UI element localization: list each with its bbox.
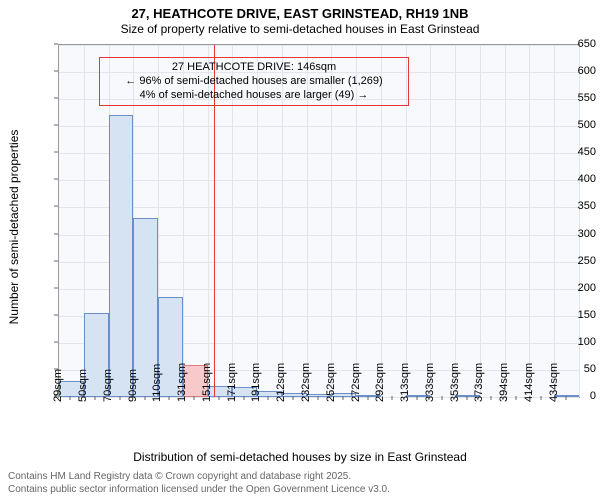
x-axis-label: Distribution of semi-detached houses by … <box>0 450 600 464</box>
footer-line1: Contains HM Land Registry data © Crown c… <box>8 471 390 484</box>
x-tick-mark <box>441 396 442 400</box>
grid-line <box>59 207 579 208</box>
x-tick-label: 90sqm <box>127 369 139 402</box>
x-tick-mark <box>293 396 294 400</box>
y-tick-mark <box>54 98 58 99</box>
x-tick-label: 434sqm <box>548 363 560 402</box>
chart-title-block: 27, HEATHCOTE DRIVE, EAST GRINSTEAD, RH1… <box>0 0 600 36</box>
y-tick-label: 250 <box>540 255 600 267</box>
footer-line2: Contains public sector information licen… <box>8 484 390 497</box>
marker-callout: 27 HEATHCOTE DRIVE: 146sqm← 96% of semi-… <box>99 57 409 106</box>
x-tick-label: 272sqm <box>350 363 362 402</box>
y-tick-mark <box>54 179 58 180</box>
chart-subtitle: Size of property relative to semi-detach… <box>0 22 600 36</box>
callout-line: 4% of semi-detached houses are larger (4… <box>106 89 402 103</box>
x-tick-mark <box>144 396 145 400</box>
grid-line <box>59 153 579 154</box>
y-tick-label: 650 <box>540 38 600 50</box>
x-tick-mark <box>491 396 492 400</box>
y-tick-mark <box>54 152 58 153</box>
x-tick-label: 353sqm <box>449 363 461 402</box>
x-tick-mark <box>417 396 418 400</box>
y-tick-mark <box>54 206 58 207</box>
y-tick-mark <box>54 233 58 234</box>
x-tick-mark <box>119 396 120 400</box>
y-tick-label: 200 <box>540 282 600 294</box>
x-tick-label: 191sqm <box>250 363 262 402</box>
x-tick-label: 70sqm <box>102 369 114 402</box>
y-tick-label: 150 <box>540 309 600 321</box>
y-tick-label: 550 <box>540 92 600 104</box>
footer-licence: Contains HM Land Registry data © Crown c… <box>8 471 390 496</box>
y-axis-label: Number of semi-detached properties <box>7 107 21 347</box>
callout-line: ← 96% of semi-detached houses are smalle… <box>106 75 402 89</box>
y-tick-label: 600 <box>540 65 600 77</box>
y-tick-mark <box>54 125 58 126</box>
callout-line: 27 HEATHCOTE DRIVE: 146sqm <box>106 61 402 75</box>
x-tick-mark <box>243 396 244 400</box>
x-tick-mark <box>268 396 269 400</box>
x-tick-label: 333sqm <box>424 363 436 402</box>
grid-line <box>430 45 431 397</box>
x-tick-mark <box>540 396 541 400</box>
chart-title: 27, HEATHCOTE DRIVE, EAST GRINSTEAD, RH1… <box>0 6 600 21</box>
grid-line <box>455 45 456 397</box>
x-tick-label: 292sqm <box>374 363 386 402</box>
y-tick-mark <box>54 314 58 315</box>
x-tick-mark <box>95 396 96 400</box>
x-tick-label: 131sqm <box>176 363 188 402</box>
grid-line <box>480 45 481 397</box>
y-tick-label: 350 <box>540 200 600 212</box>
y-tick-label: 100 <box>540 336 600 348</box>
x-tick-label: 394sqm <box>498 363 510 402</box>
x-tick-mark <box>342 396 343 400</box>
x-tick-label: 414sqm <box>523 363 535 402</box>
x-tick-mark <box>169 396 170 400</box>
x-tick-label: 151sqm <box>201 363 213 402</box>
x-tick-mark <box>70 396 71 400</box>
y-tick-label: 450 <box>540 146 600 158</box>
y-tick-label: 400 <box>540 173 600 185</box>
x-tick-label: 110sqm <box>151 364 163 402</box>
x-tick-label: 50sqm <box>77 369 89 402</box>
y-tick-mark <box>54 287 58 288</box>
x-tick-label: 252sqm <box>325 363 337 402</box>
grid-line <box>59 126 579 127</box>
x-tick-mark <box>194 396 195 400</box>
grid-line <box>505 45 506 397</box>
x-tick-mark <box>218 396 219 400</box>
y-tick-mark <box>54 341 58 342</box>
y-tick-label: 300 <box>540 228 600 240</box>
x-tick-label: 232sqm <box>300 363 312 402</box>
x-tick-mark <box>466 396 467 400</box>
x-tick-mark <box>516 396 517 400</box>
y-tick-label: 500 <box>540 119 600 131</box>
x-tick-label: 313sqm <box>399 363 411 402</box>
x-tick-mark <box>565 396 566 400</box>
grid-line <box>529 45 530 397</box>
grid-line <box>59 180 579 181</box>
x-tick-label: 171sqm <box>226 363 238 402</box>
plot-area: 27 HEATHCOTE DRIVE: 146sqm← 96% of semi-… <box>58 44 580 398</box>
x-tick-label: 373sqm <box>473 363 485 402</box>
grid-line <box>59 45 579 46</box>
x-tick-mark <box>392 396 393 400</box>
y-tick-mark <box>54 260 58 261</box>
x-tick-label: 212sqm <box>275 363 287 402</box>
x-tick-label: 29sqm <box>52 369 64 402</box>
y-tick-mark <box>54 71 58 72</box>
x-tick-mark <box>367 396 368 400</box>
x-tick-mark <box>318 396 319 400</box>
histogram-bar <box>109 115 134 397</box>
y-tick-mark <box>54 44 58 45</box>
